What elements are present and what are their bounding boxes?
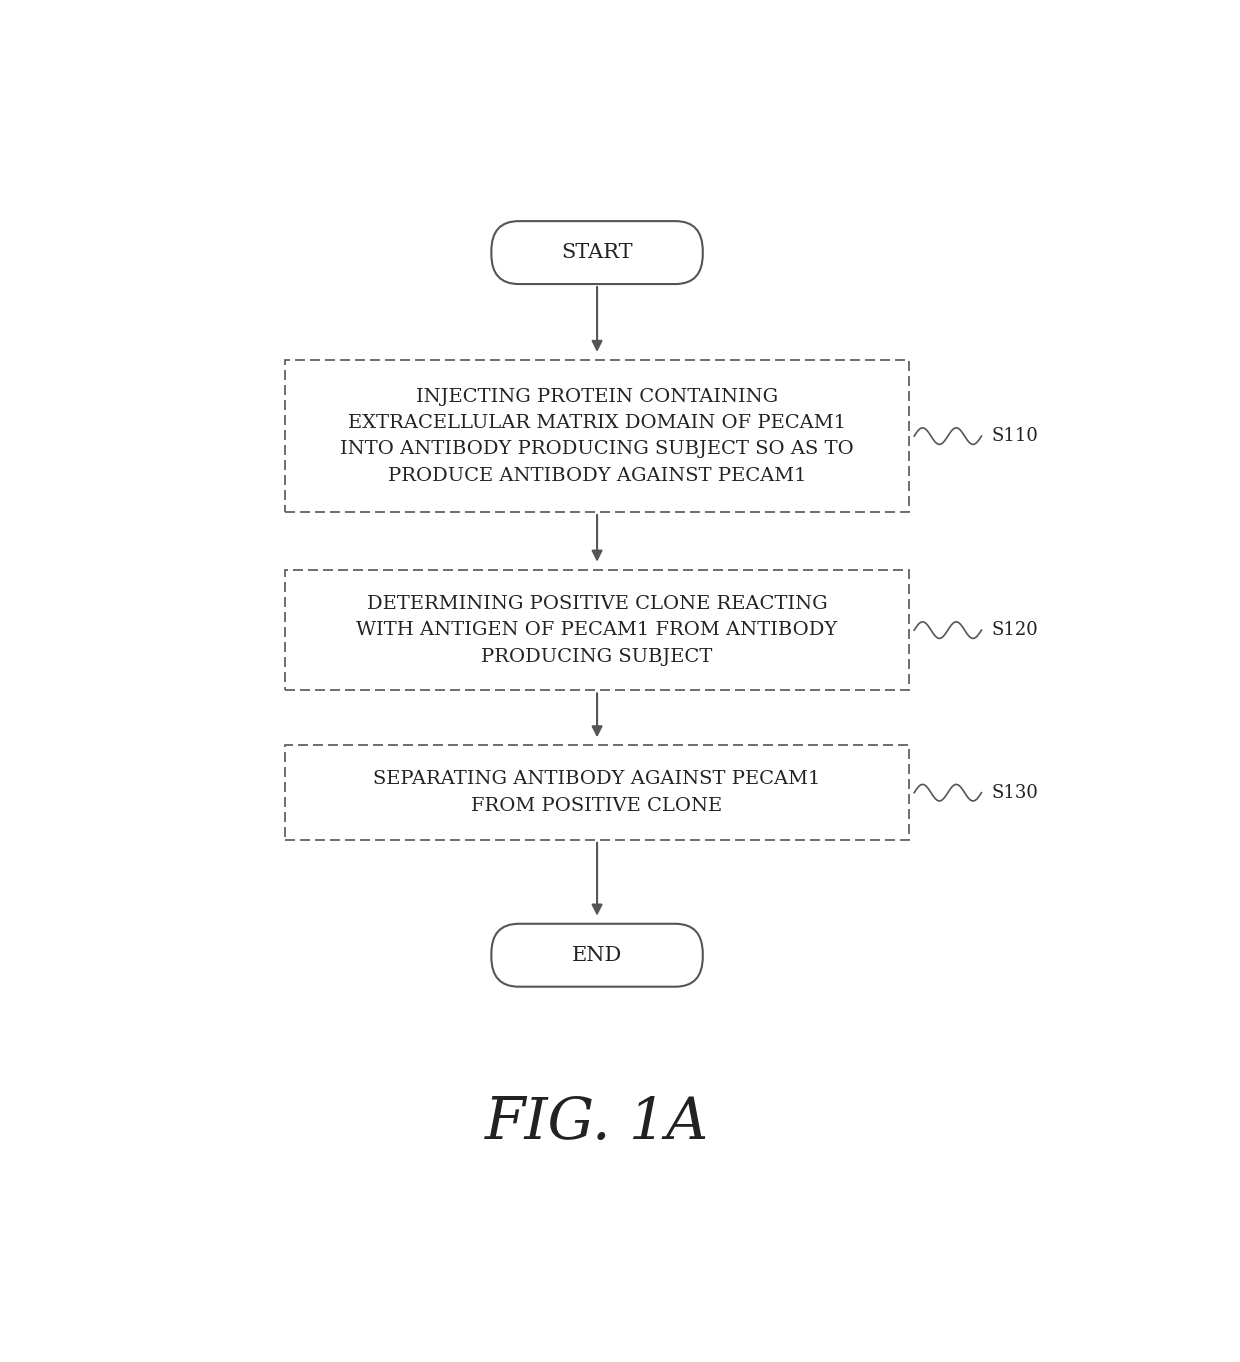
Text: S110: S110 bbox=[991, 428, 1038, 445]
Text: FIG. 1A: FIG. 1A bbox=[485, 1095, 709, 1151]
Text: DETERMINING POSITIVE CLONE REACTING
WITH ANTIGEN OF PECAM1 FROM ANTIBODY
PRODUCI: DETERMINING POSITIVE CLONE REACTING WITH… bbox=[356, 595, 838, 666]
FancyBboxPatch shape bbox=[285, 569, 909, 691]
Text: START: START bbox=[562, 242, 632, 262]
Text: S120: S120 bbox=[991, 621, 1038, 639]
FancyBboxPatch shape bbox=[285, 745, 909, 840]
FancyBboxPatch shape bbox=[491, 923, 703, 986]
FancyBboxPatch shape bbox=[491, 221, 703, 285]
Text: END: END bbox=[572, 945, 622, 964]
Text: INJECTING PROTEIN CONTAINING
EXTRACELLULAR MATRIX DOMAIN OF PECAM1
INTO ANTIBODY: INJECTING PROTEIN CONTAINING EXTRACELLUL… bbox=[340, 388, 854, 485]
Text: SEPARATING ANTIBODY AGAINST PECAM1
FROM POSITIVE CLONE: SEPARATING ANTIBODY AGAINST PECAM1 FROM … bbox=[373, 771, 821, 814]
FancyBboxPatch shape bbox=[285, 360, 909, 512]
Text: S130: S130 bbox=[991, 783, 1038, 802]
